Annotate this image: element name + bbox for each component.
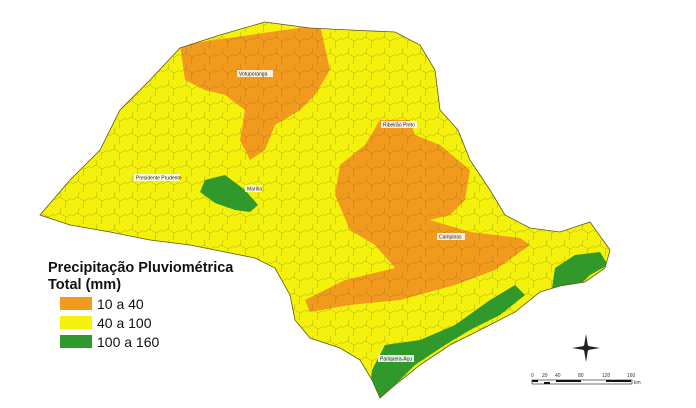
legend-swatch-green: [60, 335, 92, 348]
legend: Precipitação Pluviométrica Total (mm) 10…: [48, 260, 233, 351]
legend-label: 100 a 160: [97, 333, 160, 350]
legend-label: 40 a 100: [97, 314, 152, 331]
svg-text:Presidente Prudente: Presidente Prudente: [136, 176, 182, 182]
scale-bar: 0 20 40 80 120 160 km: [531, 373, 641, 386]
legend-swatch-yellow: [60, 316, 92, 329]
svg-text:40: 40: [555, 373, 561, 379]
state-outline: [39, 21, 611, 399]
svg-text:20: 20: [542, 373, 548, 379]
legend-title-line1: Precipitação Pluviométrica: [48, 260, 234, 276]
svg-text:Campinas: Campinas: [439, 235, 462, 241]
svg-text:Ribeirão Preto: Ribeirão Preto: [383, 123, 415, 129]
city-label-presidente-prudente: Presidente Prudente: [134, 174, 182, 182]
city-label-marilia: Marília: [245, 185, 262, 193]
svg-text:km: km: [634, 380, 641, 386]
city-label-votuporanga: Votuporanga: [237, 70, 273, 78]
city-label-pariquera-acu: Pariquera-Açu: [378, 355, 414, 363]
legend-item-40-100: 40 a 100: [60, 313, 233, 332]
legend-label: 10 a 40: [97, 295, 144, 312]
legend-title-line2: Total (mm): [48, 277, 122, 293]
city-label-ribeirao-preto: Ribeirão Preto: [381, 121, 417, 129]
svg-text:80: 80: [578, 373, 584, 379]
legend-swatch-orange: [60, 297, 92, 310]
legend-item-10-40: 10 a 40: [60, 294, 233, 313]
legend-item-100-160: 100 a 160: [60, 332, 233, 351]
svg-text:0: 0: [531, 373, 534, 379]
svg-text:120: 120: [602, 373, 611, 379]
compass-rose-icon: [572, 334, 600, 362]
svg-text:Votuporanga: Votuporanga: [239, 72, 268, 78]
svg-text:160: 160: [627, 373, 636, 379]
svg-text:Pariquera-Açu: Pariquera-Açu: [380, 357, 412, 363]
svg-text:Marília: Marília: [247, 187, 262, 193]
city-label-campinas: Campinas: [437, 233, 465, 241]
